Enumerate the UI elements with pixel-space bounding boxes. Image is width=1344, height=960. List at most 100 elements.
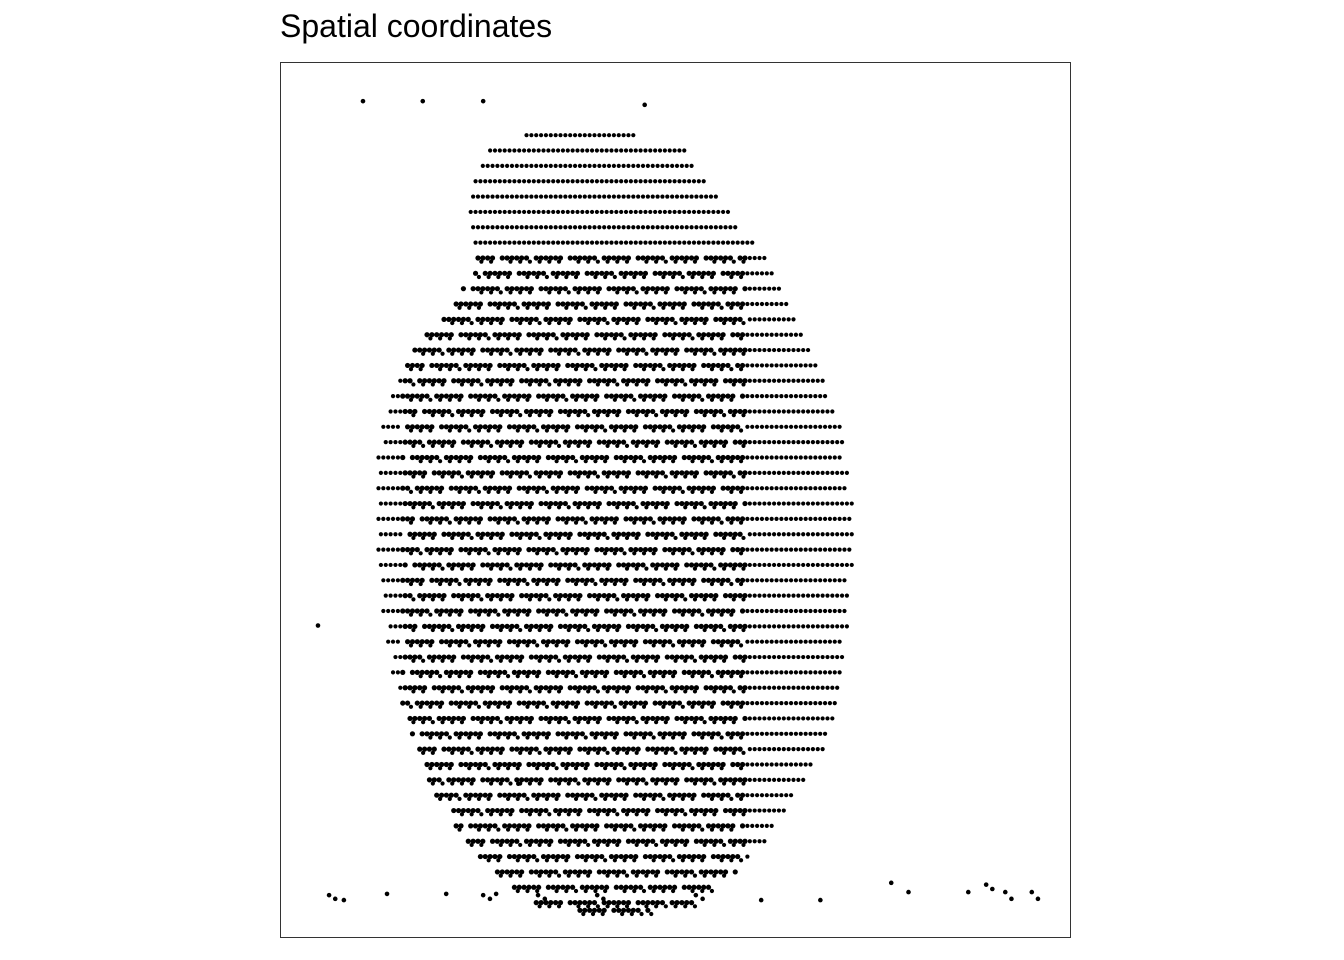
data-point bbox=[472, 270, 479, 276]
data-point bbox=[625, 715, 632, 722]
data-point bbox=[421, 505, 426, 510]
data-point bbox=[796, 470, 801, 475]
data-point bbox=[554, 704, 559, 709]
data-point bbox=[673, 812, 678, 817]
data-point bbox=[686, 823, 692, 829]
data-point bbox=[505, 489, 511, 494]
data-point bbox=[825, 470, 830, 475]
data-point bbox=[731, 474, 736, 479]
data-point bbox=[460, 408, 467, 415]
data-point bbox=[730, 700, 736, 706]
data-point bbox=[684, 225, 689, 230]
data-point bbox=[573, 766, 579, 771]
data-point bbox=[492, 424, 498, 430]
data-point bbox=[492, 485, 498, 491]
data-point bbox=[604, 362, 610, 369]
data-point bbox=[635, 900, 641, 906]
data-point bbox=[762, 747, 767, 752]
data-point bbox=[575, 240, 580, 245]
data-point bbox=[446, 685, 452, 691]
data-point bbox=[611, 439, 617, 445]
data-point bbox=[752, 839, 757, 844]
data-point bbox=[742, 470, 748, 476]
data-point bbox=[645, 869, 651, 875]
data-point bbox=[398, 470, 403, 475]
data-point bbox=[440, 689, 445, 694]
data-point bbox=[696, 424, 702, 430]
data-point bbox=[428, 459, 433, 464]
data-point bbox=[516, 332, 522, 338]
data-point bbox=[496, 489, 501, 494]
data-point bbox=[769, 578, 774, 583]
data-point bbox=[837, 578, 842, 583]
data-point bbox=[492, 700, 498, 706]
data-point bbox=[531, 362, 537, 369]
data-point bbox=[693, 746, 700, 752]
data-point bbox=[573, 459, 579, 464]
data-point bbox=[638, 884, 644, 890]
data-point bbox=[635, 746, 641, 752]
data-point bbox=[441, 439, 447, 445]
data-point bbox=[709, 581, 715, 587]
data-point bbox=[463, 454, 469, 461]
data-point bbox=[591, 593, 598, 599]
data-point bbox=[500, 225, 505, 230]
data-point bbox=[769, 455, 774, 460]
data-point bbox=[644, 290, 649, 295]
data-point bbox=[533, 654, 539, 660]
data-point bbox=[679, 654, 685, 660]
data-point bbox=[518, 689, 523, 694]
data-point bbox=[537, 842, 542, 848]
data-point bbox=[805, 347, 811, 353]
data-point bbox=[757, 470, 762, 475]
data-point bbox=[547, 812, 552, 817]
data-point bbox=[611, 194, 617, 199]
data-point bbox=[505, 735, 511, 740]
data-point bbox=[536, 547, 542, 553]
data-point bbox=[745, 670, 750, 675]
data-point bbox=[485, 255, 491, 261]
data-point bbox=[815, 685, 820, 690]
data-point bbox=[813, 547, 818, 552]
data-point bbox=[521, 577, 527, 583]
data-point bbox=[587, 685, 593, 691]
data-point bbox=[448, 547, 454, 553]
data-point bbox=[525, 581, 530, 587]
data-point bbox=[633, 362, 639, 369]
data-point bbox=[544, 827, 550, 832]
data-point bbox=[634, 873, 639, 878]
data-point bbox=[640, 807, 646, 814]
data-point bbox=[560, 301, 566, 307]
data-point bbox=[673, 351, 678, 356]
data-point bbox=[906, 889, 911, 895]
data-point bbox=[418, 612, 423, 617]
data-point bbox=[638, 792, 644, 798]
data-point bbox=[498, 781, 503, 786]
data-point bbox=[750, 271, 755, 276]
data-point bbox=[612, 274, 617, 280]
data-point bbox=[482, 792, 488, 798]
data-point bbox=[774, 424, 779, 429]
data-point bbox=[595, 750, 600, 755]
data-point bbox=[567, 807, 573, 814]
data-point bbox=[603, 336, 608, 341]
data-point bbox=[605, 320, 610, 326]
data-point bbox=[622, 673, 627, 679]
data-point bbox=[451, 654, 457, 660]
data-point bbox=[640, 838, 646, 844]
data-point bbox=[489, 531, 496, 537]
data-point bbox=[594, 761, 600, 768]
data-point bbox=[411, 474, 416, 479]
data-point bbox=[729, 827, 734, 832]
data-point bbox=[721, 240, 726, 245]
data-point bbox=[847, 516, 852, 522]
data-point bbox=[628, 700, 634, 706]
data-point bbox=[667, 485, 673, 491]
data-point bbox=[525, 489, 530, 494]
data-point bbox=[683, 413, 688, 418]
data-point bbox=[808, 670, 813, 675]
data-point bbox=[693, 531, 700, 537]
data-point bbox=[386, 455, 391, 460]
data-point bbox=[808, 762, 813, 767]
data-point bbox=[496, 673, 501, 679]
